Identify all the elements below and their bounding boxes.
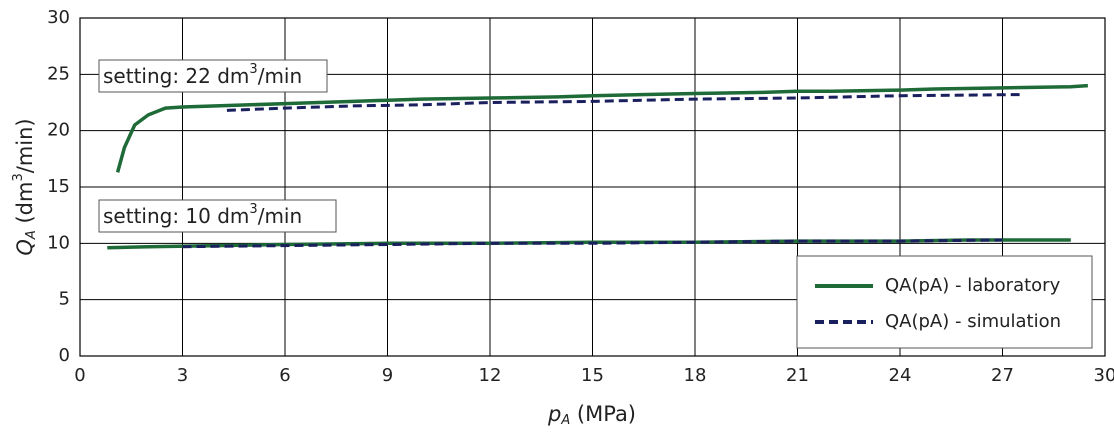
x-tick-label: 0: [74, 365, 85, 386]
x-tick-label: 6: [279, 365, 290, 386]
annotation-part: /min: [258, 204, 302, 228]
annotation-box: [98, 59, 328, 93]
y-label-part: (dm: [13, 182, 37, 231]
annotation: setting: 22 dm3/min: [103, 62, 302, 88]
x-tick-label: 21: [786, 365, 809, 386]
y-tick-label: 15: [47, 176, 70, 197]
x-tick-label: 30: [1094, 365, 1114, 386]
annotation-part: 3: [249, 202, 257, 217]
y-label-part: /min): [13, 118, 37, 173]
x-tick-label: 12: [479, 365, 502, 386]
x-label-part: A: [560, 413, 570, 428]
annotation-part: 3: [249, 62, 257, 77]
x-tick-label: 24: [889, 365, 912, 386]
x-label-part: p: [547, 402, 561, 426]
x-tick-label: 18: [684, 365, 707, 386]
x-tick-label: 15: [581, 365, 604, 386]
legend-box: [796, 255, 1093, 349]
plot-frame: [79, 17, 1106, 357]
annotation-box: [98, 199, 337, 233]
legend-label: QA(pA) - laboratory: [885, 275, 1061, 296]
annotation-part: /min: [258, 64, 302, 88]
y-tick-label: 0: [59, 345, 70, 366]
y-axis-label: QA (dm3/min): [11, 118, 39, 255]
x-axis-label: pA (MPa): [547, 402, 636, 428]
x-tick-label: 27: [991, 365, 1014, 386]
annotation-part: setting: 10 dm: [103, 204, 249, 228]
y-label-part: Q: [13, 239, 37, 256]
series-line: [182, 93, 1020, 249]
y-tick-label: 25: [47, 63, 70, 84]
y-label-part: A: [24, 230, 39, 240]
y-tick-label: 5: [59, 289, 70, 310]
x-tick-label: 9: [382, 365, 393, 386]
y-tick-label: 10: [47, 232, 70, 253]
y-tick-label: 30: [47, 7, 70, 28]
x-tick-label: 3: [177, 365, 188, 386]
y-tick-label: 20: [47, 120, 70, 141]
y-label-part: 3: [11, 173, 26, 181]
x-label-part: (MPa): [570, 402, 636, 426]
annotation-part: setting: 22 dm: [103, 64, 249, 88]
legend-label: QA(pA) - simulation: [885, 311, 1061, 332]
annotation: setting: 10 dm3/min: [103, 202, 302, 228]
